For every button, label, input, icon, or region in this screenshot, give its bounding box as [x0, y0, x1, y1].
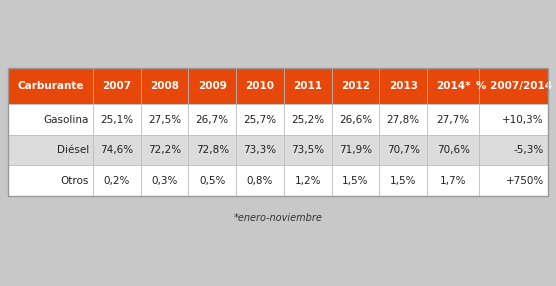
Bar: [141, 68, 188, 104]
Text: 72,8%: 72,8%: [196, 145, 229, 155]
Text: 27,7%: 27,7%: [436, 115, 470, 125]
Text: 2011: 2011: [293, 81, 322, 91]
Bar: [427, 135, 479, 166]
Text: 2010: 2010: [246, 81, 275, 91]
Text: 26,6%: 26,6%: [339, 115, 372, 125]
Text: 1,7%: 1,7%: [440, 176, 466, 186]
Text: Carburante: Carburante: [17, 81, 84, 91]
Text: Diésel: Diésel: [57, 145, 89, 155]
Bar: [8, 68, 548, 196]
Text: 73,3%: 73,3%: [244, 145, 276, 155]
Bar: [236, 104, 284, 135]
Text: 71,9%: 71,9%: [339, 145, 372, 155]
Text: 0,3%: 0,3%: [151, 176, 178, 186]
Text: 25,1%: 25,1%: [100, 115, 133, 125]
Text: 0,2%: 0,2%: [103, 176, 130, 186]
Bar: [188, 68, 236, 104]
Bar: [8, 104, 93, 135]
Bar: [427, 166, 479, 196]
Bar: [331, 104, 379, 135]
Bar: [479, 166, 548, 196]
Bar: [236, 68, 284, 104]
Bar: [93, 166, 141, 196]
Bar: [427, 68, 479, 104]
Bar: [331, 68, 379, 104]
Text: 0,8%: 0,8%: [247, 176, 273, 186]
Text: *enero-noviembre: *enero-noviembre: [234, 213, 322, 223]
Bar: [93, 68, 141, 104]
Text: 2007: 2007: [102, 81, 131, 91]
Text: 2012: 2012: [341, 81, 370, 91]
Bar: [379, 166, 427, 196]
Text: 2013: 2013: [389, 81, 418, 91]
Bar: [236, 135, 284, 166]
Bar: [479, 135, 548, 166]
Bar: [188, 135, 236, 166]
Text: 2014*: 2014*: [436, 81, 470, 91]
Bar: [141, 135, 188, 166]
Text: 70,6%: 70,6%: [436, 145, 470, 155]
Bar: [427, 104, 479, 135]
Text: 1,5%: 1,5%: [390, 176, 416, 186]
Bar: [141, 104, 188, 135]
Text: 73,5%: 73,5%: [291, 145, 324, 155]
Text: 74,6%: 74,6%: [100, 145, 133, 155]
Bar: [284, 166, 331, 196]
Bar: [479, 104, 548, 135]
Text: % 2007/2014: % 2007/2014: [475, 81, 552, 91]
Bar: [284, 104, 331, 135]
Bar: [284, 68, 331, 104]
Bar: [141, 166, 188, 196]
Text: 0,5%: 0,5%: [199, 176, 226, 186]
Bar: [379, 68, 427, 104]
Text: 1,2%: 1,2%: [295, 176, 321, 186]
Bar: [236, 166, 284, 196]
Text: Gasolina: Gasolina: [43, 115, 89, 125]
Bar: [93, 135, 141, 166]
Bar: [479, 68, 548, 104]
Text: 27,8%: 27,8%: [386, 115, 420, 125]
Text: 72,2%: 72,2%: [148, 145, 181, 155]
Text: 25,7%: 25,7%: [244, 115, 276, 125]
Bar: [93, 104, 141, 135]
Text: 1,5%: 1,5%: [342, 176, 369, 186]
Bar: [8, 68, 93, 104]
Bar: [331, 166, 379, 196]
Text: 2008: 2008: [150, 81, 179, 91]
Bar: [8, 135, 93, 166]
Bar: [188, 104, 236, 135]
Text: 26,7%: 26,7%: [196, 115, 229, 125]
Text: -5,3%: -5,3%: [514, 145, 544, 155]
Text: 70,7%: 70,7%: [386, 145, 420, 155]
Bar: [379, 135, 427, 166]
Text: Otros: Otros: [61, 176, 89, 186]
Text: +10,3%: +10,3%: [503, 115, 544, 125]
Text: 2009: 2009: [198, 81, 227, 91]
Text: 25,2%: 25,2%: [291, 115, 324, 125]
Bar: [379, 104, 427, 135]
Bar: [188, 166, 236, 196]
Bar: [8, 166, 93, 196]
Text: 27,5%: 27,5%: [148, 115, 181, 125]
Text: +750%: +750%: [506, 176, 544, 186]
Bar: [331, 135, 379, 166]
Bar: [284, 135, 331, 166]
